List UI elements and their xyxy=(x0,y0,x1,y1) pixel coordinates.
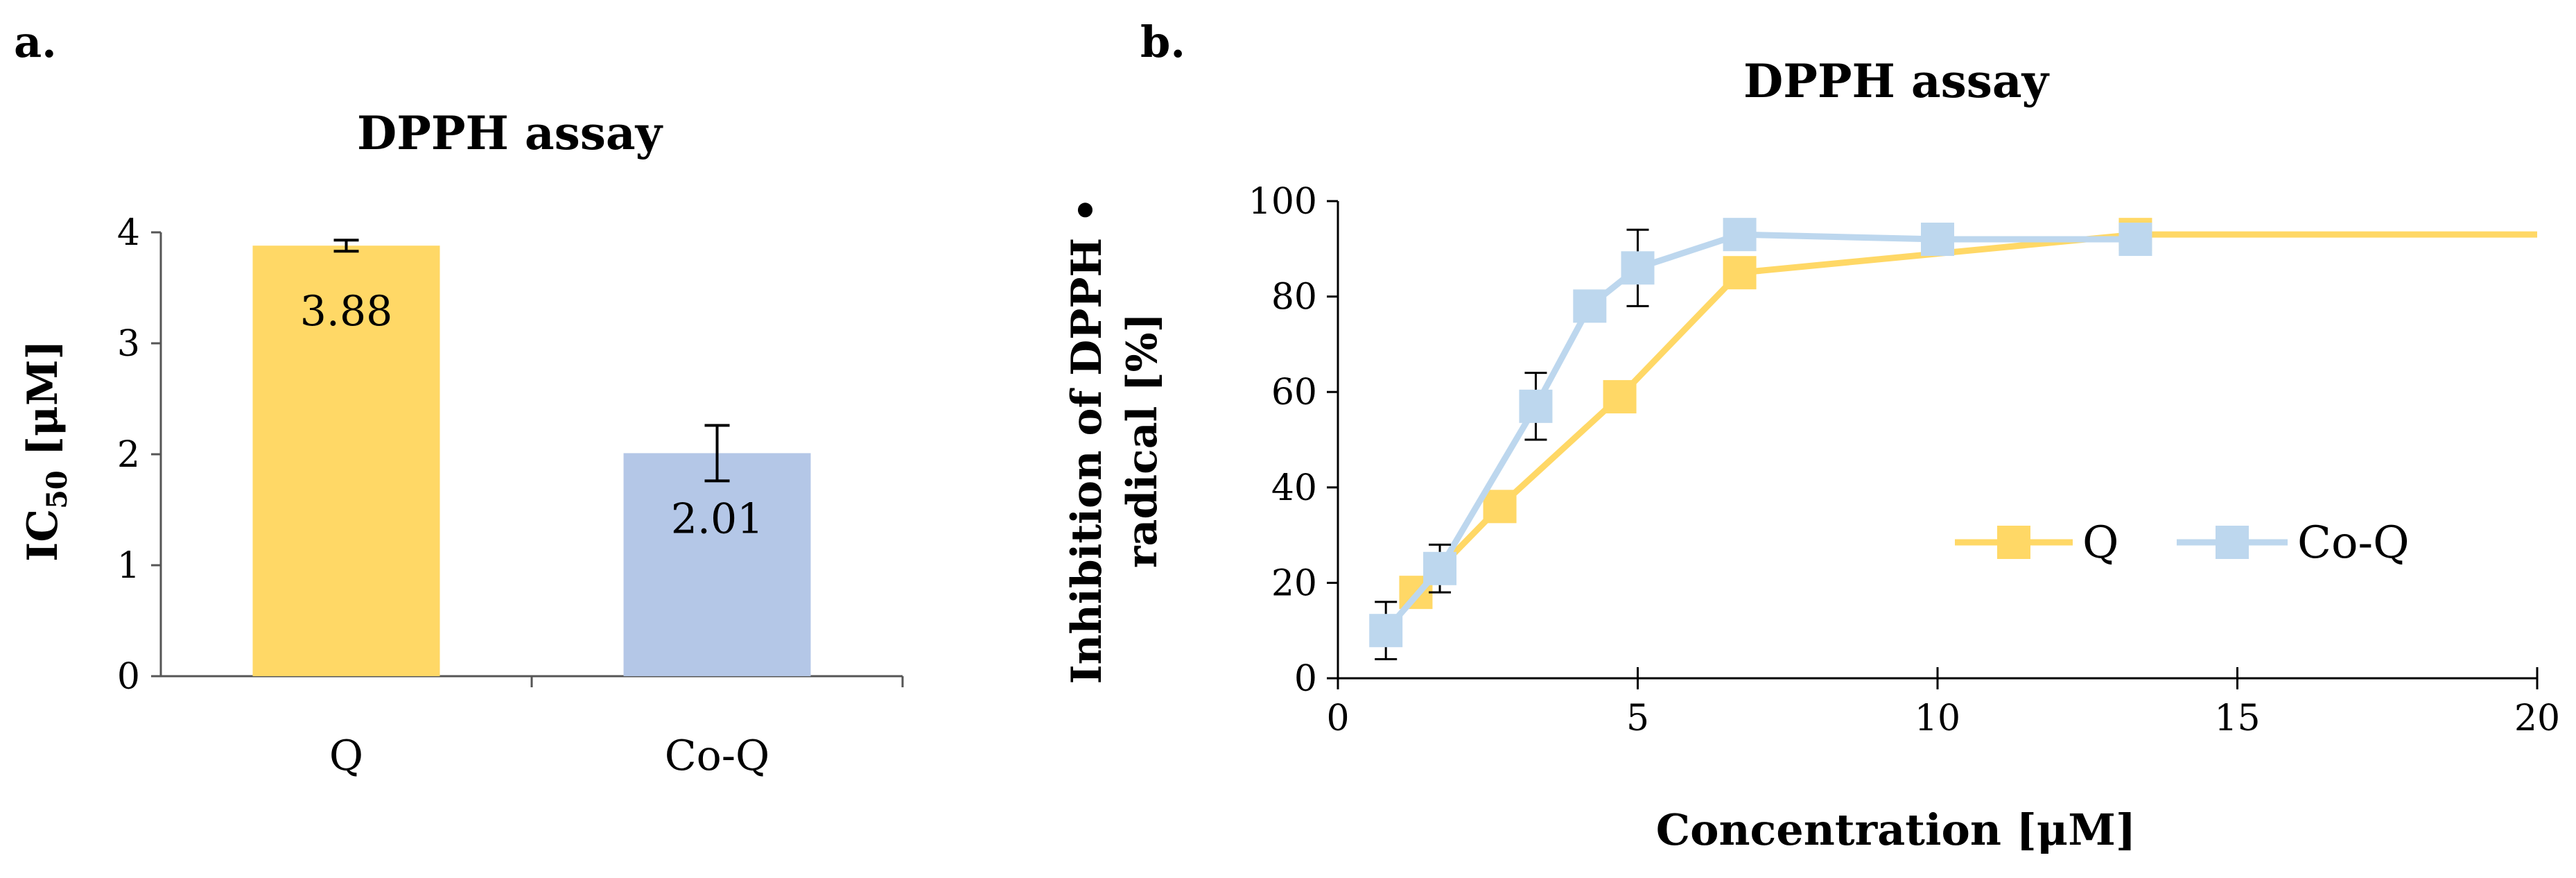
panel-b-y-tick-label: 40 xyxy=(1271,467,1317,509)
panel-b-data-point xyxy=(1723,218,1757,252)
panel-b-y-tick-label: 60 xyxy=(1271,372,1317,413)
panel-a-y-axis-label-unit: [μM] xyxy=(19,340,67,470)
panel-b-x-axis-label: Concentration [μM] xyxy=(1656,804,2136,855)
panel-b-x-tick-label: 5 xyxy=(1626,698,1649,739)
panel-a-labels: 3.88 Q 2.01 Co-Q xyxy=(300,287,770,780)
panel-b-x-tick-label: 15 xyxy=(2214,698,2260,739)
panel-a-title: DPPH assay xyxy=(357,106,663,160)
panel-a-y-axis-label: IC50 [μM] xyxy=(19,340,73,562)
panel-b-legend-marker-q xyxy=(1997,526,2030,559)
panel-b-y-tick-label: 80 xyxy=(1271,277,1317,318)
panel-b-y-axis-label-line2: radical [%] xyxy=(1118,313,1167,568)
panel-b-data-point xyxy=(2118,223,2152,257)
panel-a-category-label: Q xyxy=(329,732,363,780)
panel-a-y-tick-label: 2 xyxy=(117,434,140,476)
panel-b-y-tick-label: 20 xyxy=(1271,562,1317,604)
panel-b-data-point xyxy=(1483,490,1517,524)
panel-b-title: DPPH assay xyxy=(1743,54,2050,108)
panel-a-y-axis-label-main: IC xyxy=(19,509,67,562)
panel-b-data-point xyxy=(1723,256,1757,290)
panel-b-series xyxy=(1369,218,2537,660)
panel-a-category-label: Co-Q xyxy=(665,732,770,780)
panel-b-y-axis-label-line1: Inhibition of DPPH • xyxy=(1063,197,1111,685)
panel-a-y-tick-label: 4 xyxy=(117,212,140,254)
panel-a-data-label: 2.01 xyxy=(671,494,764,543)
panel-b-data-point xyxy=(1603,380,1637,414)
panel-a-y-tick-label: 1 xyxy=(117,545,140,587)
panel-a-bars xyxy=(252,239,811,676)
panel-b-line-chart: b. DPPH assay Inhibition of DPPH • radic… xyxy=(1063,17,2560,855)
panel-b-y-tick-label: 0 xyxy=(1294,658,1317,700)
panel-a-bar-q xyxy=(252,246,440,676)
panel-b-x-tick-label: 10 xyxy=(1915,698,1960,739)
panel-b-legend: Q Co-Q xyxy=(1955,517,2410,569)
panel-a-y-tick-label: 0 xyxy=(117,656,140,698)
panel-b-legend-label-q: Q xyxy=(2082,517,2118,569)
panel-a-y-axis-label-sub: 50 xyxy=(41,470,73,509)
panel-b-series-line xyxy=(1383,231,2136,633)
panel-b-axes: 0 20 40 60 80 100 0 5 10 15 20 xyxy=(1248,181,2560,739)
panel-b-data-point xyxy=(1921,223,1954,257)
panel-b-data-point xyxy=(1369,614,1403,648)
panel-b-data-point xyxy=(1621,251,1655,285)
panel-b-legend-marker-co-q xyxy=(2216,526,2249,559)
panel-a-y-tick-label: 3 xyxy=(117,323,140,365)
panel-b-x-tick-label: 0 xyxy=(1326,698,1349,739)
panel-a-label: a. xyxy=(14,17,57,67)
panel-b-series-co-q xyxy=(1369,218,2152,660)
panel-b-data-point xyxy=(1423,551,1457,585)
panel-b-label: b. xyxy=(1140,17,1185,67)
panel-b-legend-label-co-q: Co-Q xyxy=(2297,517,2410,569)
panel-a-bar-chart: a. DPPH assay IC50 [μM] 0 1 2 3 4 3.88 Q 2.01 C… xyxy=(14,17,904,780)
panel-b-y-tick-label: 100 xyxy=(1248,181,1317,223)
panel-a-data-label: 3.88 xyxy=(300,287,393,336)
panel-b-x-tick-label: 20 xyxy=(2514,698,2560,739)
panel-b-data-point xyxy=(1519,389,1553,423)
panel-b-data-point xyxy=(1573,289,1607,323)
panel-a-bar-co-q xyxy=(623,453,811,676)
